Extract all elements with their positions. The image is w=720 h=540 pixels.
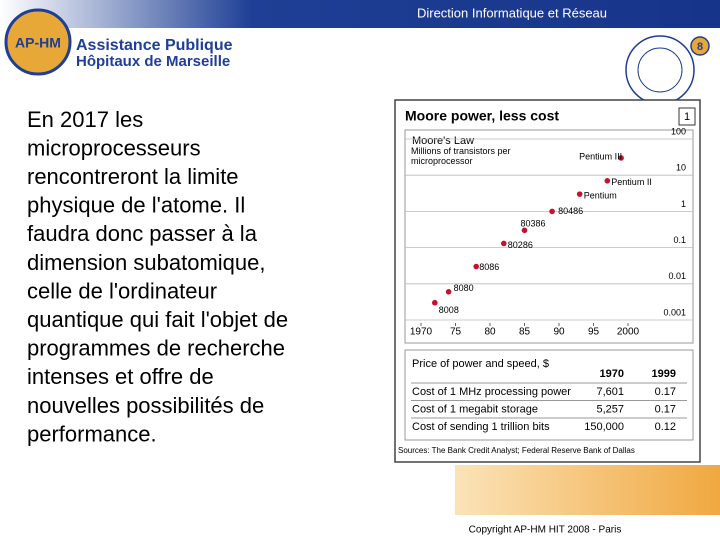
data-point — [473, 263, 480, 270]
body-line: celle de l'ordinateur — [27, 278, 217, 303]
slide-number: 8 — [697, 41, 703, 53]
table-panel — [404, 349, 694, 441]
x-tick-label: 1970 — [410, 327, 433, 338]
chart-panel — [404, 129, 694, 344]
table-cell: 5,257 — [596, 403, 624, 415]
x-tick-label: 2000 — [617, 327, 640, 338]
body-line: quantique qui fait l'objet de — [27, 307, 288, 332]
table-row-label: Cost of 1 MHz processing power — [412, 386, 571, 398]
table-row-label: Cost of 1 megabit storage — [412, 403, 538, 415]
table-cell: 0.17 — [655, 386, 676, 398]
data-point — [501, 240, 507, 247]
y-tick-label: 0.001 — [663, 307, 686, 317]
body-line: nouvelles possibilités de — [27, 393, 264, 418]
point-label: Pentium — [584, 191, 617, 201]
figure-source: Sources: The Bank Credit Analyst; Federa… — [398, 446, 635, 455]
point-label: Pentium II — [611, 177, 652, 187]
table-cell: 7,601 — [596, 386, 624, 398]
chart-subtitle-box: Millions of transistors per microprocess… — [411, 146, 511, 166]
data-point — [604, 178, 611, 184]
point-label: 8086 — [479, 262, 499, 272]
table-row-label: Cost of sending 1 trillion bits — [412, 421, 550, 433]
figure-number: 1 — [684, 111, 690, 123]
footer-band — [455, 465, 720, 515]
header-bar — [0, 0, 720, 28]
iso-stamp — [637, 47, 683, 93]
body-line: programmes de recherche — [27, 336, 285, 361]
logo-badge: AP-HM — [15, 35, 61, 51]
body-line: microprocesseurs — [27, 135, 201, 160]
body-line: faudra donc passer à la — [27, 221, 258, 246]
data-point — [618, 155, 624, 161]
data-point — [576, 191, 583, 197]
data-point — [521, 227, 528, 234]
body-line: En 2017 les — [27, 107, 143, 132]
chart-subtitle: Millions of transistors per microprocess… — [411, 146, 511, 166]
x-tick-label: 85 — [519, 327, 531, 338]
point-label: Pentium III — [579, 151, 622, 161]
body-line: intenses et offre de — [27, 364, 214, 389]
y-tick-label: 0.1 — [673, 235, 686, 245]
x-tick-label: 80 — [484, 327, 496, 338]
table-cell: 150,000 — [584, 421, 624, 433]
logo-line: Assistance Publique — [76, 37, 233, 54]
figure-title: Moore power, less cost — [405, 108, 559, 124]
x-tick-label: 90 — [553, 327, 565, 338]
point-label: 80286 — [508, 240, 533, 250]
chart-title: Moore's Law — [412, 135, 474, 147]
table-cell: 0.12 — [655, 421, 676, 433]
table-title: Price of power and speed, $ — [412, 358, 549, 370]
x-tick-label: 95 — [588, 327, 600, 338]
y-tick-label: 10 — [676, 163, 686, 173]
data-point — [445, 289, 452, 295]
table-column-header: 1970 — [600, 368, 624, 380]
point-label: 80486 — [558, 206, 583, 216]
header-title: Direction Informatique et Réseau — [417, 5, 607, 20]
point-label: 8080 — [454, 283, 474, 293]
slide-number-badge — [690, 36, 710, 56]
logo-circle — [4, 8, 72, 76]
figure-number-box — [678, 107, 696, 126]
point-label: 8008 — [439, 305, 459, 315]
point-label: 80386 — [521, 219, 546, 229]
footer: Copyright AP-HM HIT 2008 - Paris — [469, 525, 622, 536]
x-tick-label: 75 — [450, 327, 462, 338]
data-point — [549, 208, 555, 215]
y-tick-label: 100 — [671, 126, 686, 136]
y-tick-label: 1 — [681, 199, 686, 209]
body-line: dimension subatomique, — [27, 250, 265, 275]
body-line: performance. — [27, 421, 157, 446]
body-line: physique de l'atome. Il — [27, 193, 245, 218]
table-cell: 0.17 — [655, 403, 676, 415]
logo-line: Hôpitaux de Marseille — [76, 53, 230, 70]
table-column-header: 1999 — [652, 368, 676, 380]
data-point — [432, 299, 438, 306]
body-line: rencontreront la limite — [27, 164, 239, 189]
y-tick-label: 0.01 — [668, 271, 686, 281]
